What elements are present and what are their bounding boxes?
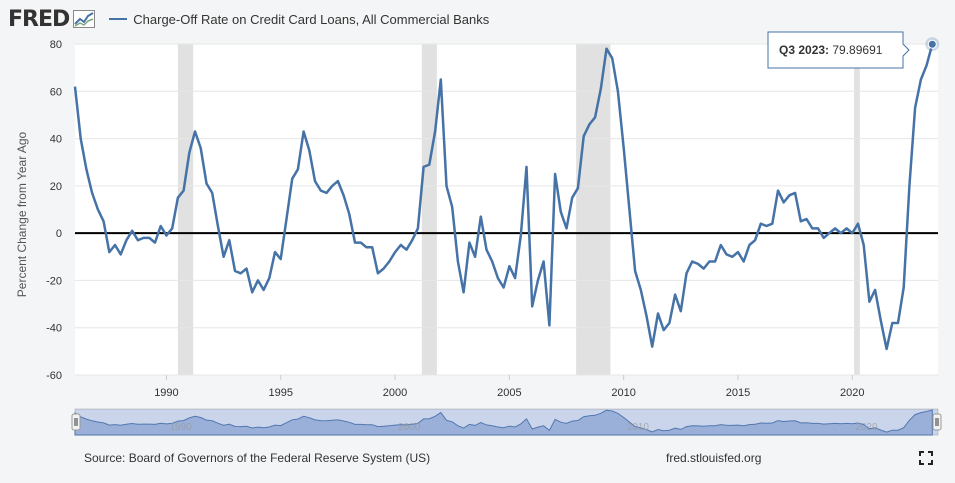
y-tick-label: -20 — [46, 275, 62, 287]
tooltip-text: Q3 2023: 79.89691 — [779, 43, 883, 57]
plot-area[interactable] — [75, 44, 938, 375]
x-tick-label: 1990 — [154, 387, 178, 399]
recession-band-3 — [854, 44, 860, 375]
y-tick-label: -40 — [46, 323, 62, 335]
y-tick-label: 0 — [56, 228, 62, 240]
navigator-mask — [75, 409, 938, 435]
line-graph-icon — [73, 10, 96, 28]
fred-logo[interactable]: FRED — [8, 6, 96, 32]
series-line[interactable] — [73, 43, 934, 351]
site-link[interactable]: fred.stlouisfed.org — [666, 451, 762, 465]
y-tick-label: 40 — [50, 134, 62, 146]
navigator-tick-label: 2000 — [398, 422, 421, 433]
legend[interactable]: Charge-Off Rate on Credit Card Loans, Al… — [109, 12, 489, 27]
navigator-tick-label: 2020 — [855, 422, 878, 433]
hover-marker[interactable] — [927, 39, 937, 49]
y-tick-label: 60 — [50, 86, 62, 98]
x-tick-label: 2010 — [611, 387, 635, 399]
x-tick-label: 2020 — [840, 387, 864, 399]
fullscreen-icon[interactable] — [919, 451, 933, 465]
recession-band-2 — [576, 44, 611, 375]
legend-label: Charge-Off Rate on Credit Card Loans, Al… — [133, 11, 490, 27]
chart-header: FRED Charge-Off Rate on Credit Card Loan… — [8, 6, 489, 32]
tooltip-box — [767, 31, 910, 69]
x-tick-label: 1995 — [269, 387, 293, 399]
legend-swatch — [109, 18, 128, 20]
y-tick-label: 20 — [50, 181, 62, 193]
x-tick-label: 2005 — [497, 387, 521, 399]
tooltip-label: Q3 2023: — [779, 43, 832, 57]
recession-band-0 — [177, 44, 194, 375]
y-tick-label: 80 — [50, 39, 62, 51]
x-tick-label: 2015 — [726, 387, 750, 399]
navigator-left-handle[interactable] — [71, 413, 81, 431]
x-tick-label: 2000 — [383, 387, 407, 399]
navigator-right-handle[interactable] — [932, 413, 942, 431]
recession-band-1 — [421, 44, 437, 375]
navigator-tick-label: 1990 — [169, 422, 192, 433]
source-note: Source: Board of Governors of the Federa… — [84, 451, 431, 465]
navigator-series — [74, 409, 933, 436]
y-axis-title: Percent Change from Year Ago — [15, 131, 29, 297]
y-tick-label: -60 — [46, 370, 62, 382]
tooltip-value: 79.89691 — [832, 43, 882, 57]
fred-logo-text: FRED — [8, 6, 70, 32]
navigator-tick-label: 2010 — [627, 422, 650, 433]
